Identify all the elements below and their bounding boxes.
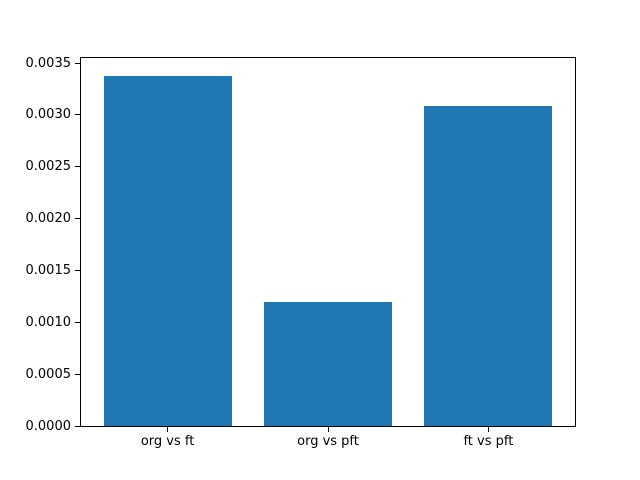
- bar-org-vs-ft: [103, 75, 232, 426]
- y-tick-label: 0.0000: [25, 418, 72, 434]
- y-tick-mark: [75, 373, 80, 375]
- x-tick-mark: [487, 427, 489, 432]
- y-tick-mark: [75, 425, 80, 427]
- y-tick-label: 0.0030: [25, 107, 72, 123]
- y-tick-mark: [75, 321, 80, 323]
- y-tick-label: 0.0010: [25, 314, 72, 330]
- y-tick-label: 0.0025: [25, 159, 72, 175]
- y-tick-label: 0.0005: [25, 366, 72, 382]
- x-tick-mark: [167, 427, 169, 432]
- x-tick-label: org vs pft: [297, 434, 359, 449]
- x-tick-label: ft vs pft: [463, 434, 514, 449]
- y-tick-mark: [75, 166, 80, 168]
- bar-org-vs-pft: [263, 301, 393, 426]
- y-tick-mark: [75, 62, 80, 64]
- x-tick-label: org vs ft: [140, 434, 195, 449]
- y-tick-mark: [75, 114, 80, 116]
- y-tick-label: 0.0015: [25, 263, 72, 278]
- y-tick-mark: [75, 218, 80, 220]
- y-tick-label: 0.0020: [25, 211, 72, 227]
- plot-area: [80, 57, 576, 427]
- x-tick-mark: [327, 427, 329, 432]
- y-tick-label: 0.0035: [25, 55, 72, 71]
- y-tick-mark: [75, 270, 80, 271]
- bars-layer: [81, 58, 575, 426]
- bar-ft-vs-pft: [424, 105, 553, 426]
